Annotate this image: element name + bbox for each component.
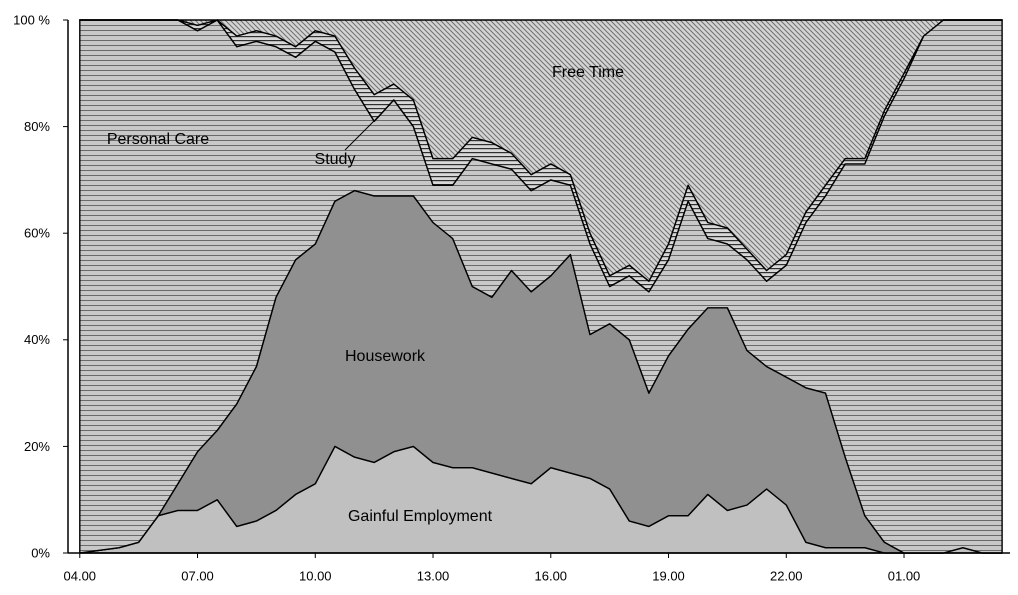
leader-line [344, 109, 386, 151]
x-tick-label: 22.00 [770, 568, 803, 583]
y-tick-label: 80% [24, 119, 50, 134]
x-tick-label: 10.00 [299, 568, 332, 583]
y-tick-label: 40% [24, 332, 50, 347]
y-tick-label: 0% [31, 545, 50, 560]
x-tick-label: 07.00 [181, 568, 214, 583]
y-tick-label: 100 % [13, 12, 50, 27]
x-tick-label: 01.00 [888, 568, 921, 583]
x-tick-label: 19.00 [652, 568, 685, 583]
series-label: Housework [345, 348, 426, 365]
x-tick-label: 13.00 [417, 568, 450, 583]
x-tick-label: 16.00 [535, 568, 568, 583]
area [79, 19, 1003, 282]
x-tick-label: 04.00 [64, 568, 97, 583]
series-label: Free Time [552, 64, 624, 81]
y-tick-label: 20% [24, 439, 50, 454]
y-tick-label: 60% [24, 226, 50, 241]
series-label: Personal Care [107, 131, 209, 148]
series-label: Gainful Employment [348, 508, 493, 525]
series-label: Study [315, 151, 356, 168]
